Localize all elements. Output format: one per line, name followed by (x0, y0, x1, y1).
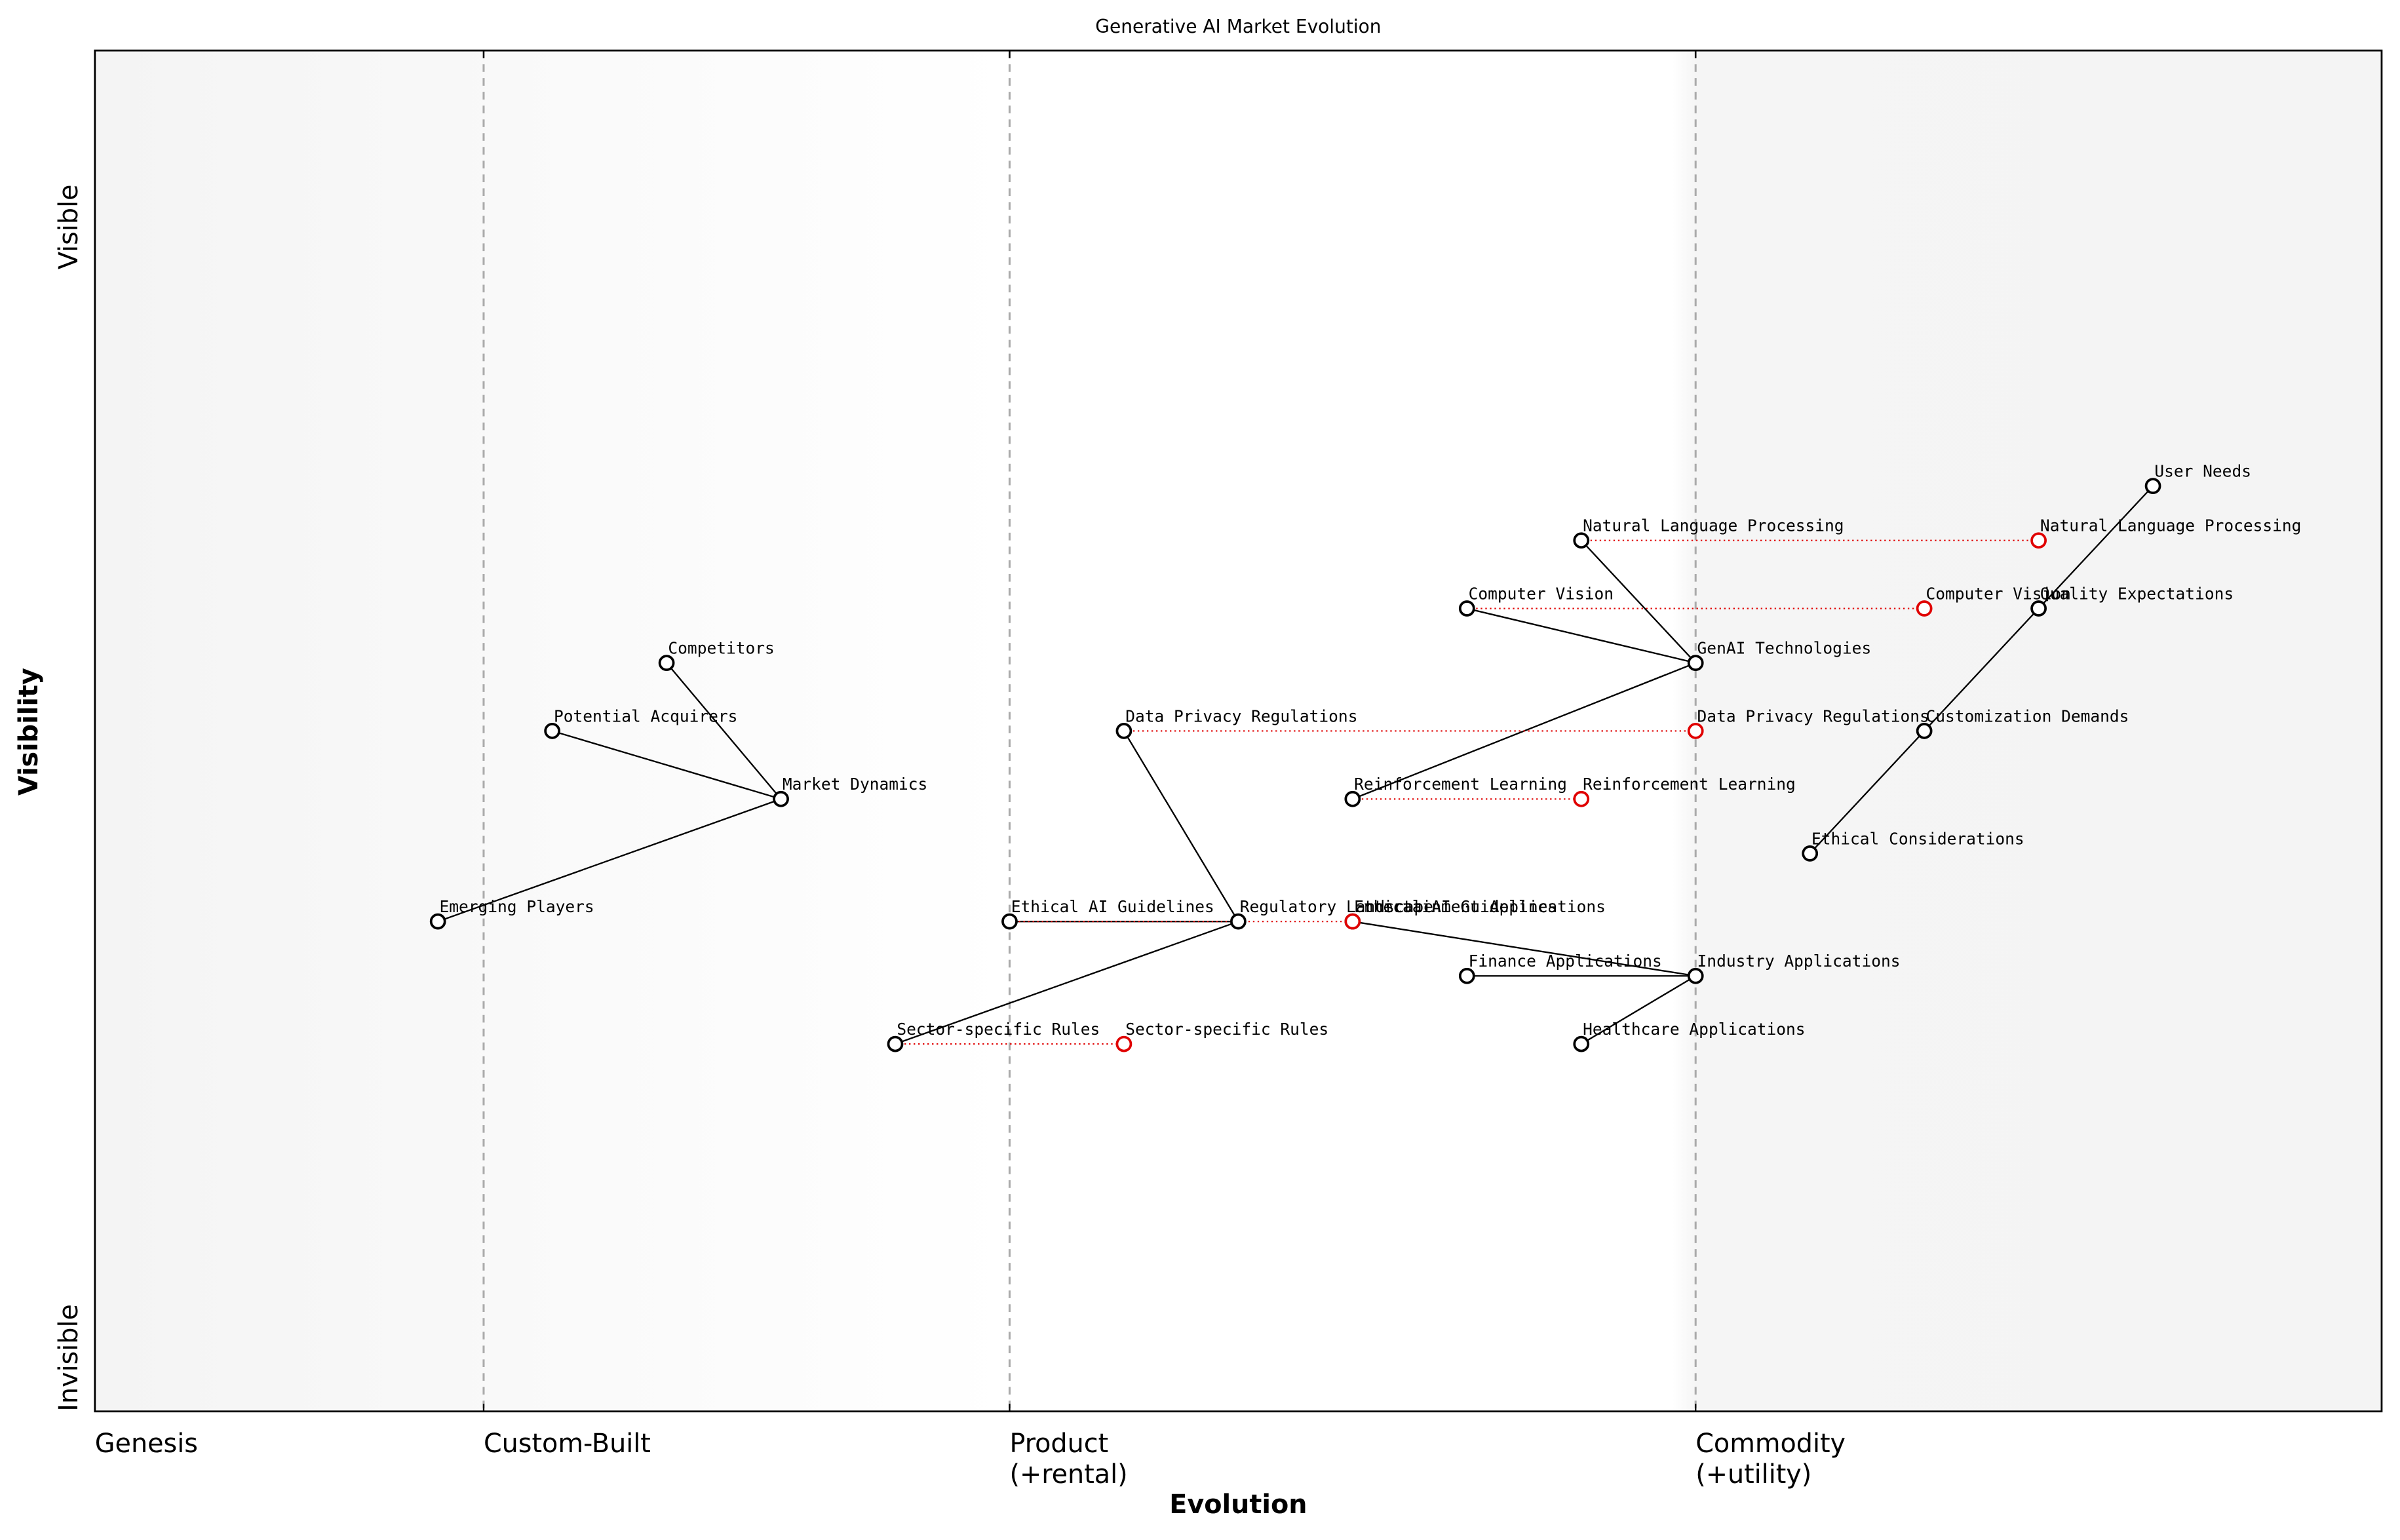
node-label: Ethical AI Guidelines (1011, 897, 1214, 916)
node (1458, 967, 1475, 984)
node (1573, 532, 1590, 549)
node (2144, 478, 2161, 495)
evolved-node (1916, 600, 1933, 617)
evolved-node-label: Sector-specific Rules (1125, 1020, 1328, 1039)
node (1687, 655, 1704, 671)
link (1924, 607, 2040, 732)
link (1580, 539, 1697, 664)
evolved-node-label: Ethical AI Guidelines (1354, 897, 1557, 916)
x-tick-label-line: Custom-Built (484, 1429, 651, 1459)
link (1123, 730, 1239, 922)
node-label: Reinforcement Learning (1354, 775, 1567, 794)
evolved-node (2030, 532, 2047, 549)
node-label: Emerging Players (440, 897, 594, 916)
node-label: Customization Demands (1926, 706, 2129, 725)
node (1573, 1035, 1590, 1052)
node-label: Quality Expectations (2040, 585, 2234, 604)
plot-frame (94, 49, 2383, 1413)
link (2038, 485, 2154, 609)
link (552, 730, 781, 800)
node-label: Market Dynamics (783, 775, 927, 794)
evolved-node-label: Reinforcement Learning (1583, 775, 1796, 794)
evolved-node-label: Natural Language Processing (2040, 516, 2301, 535)
node-label: User Needs (2154, 462, 2251, 481)
evolved-node (1687, 723, 1704, 739)
link (666, 662, 782, 800)
node (1916, 723, 1933, 739)
link (1352, 921, 1696, 977)
node-label: Entertainment Applications (1354, 897, 1606, 916)
node (1687, 967, 1704, 984)
node (1458, 600, 1475, 617)
node (1001, 913, 1018, 930)
x-axis-label: Evolution (1169, 1490, 1307, 1520)
node (773, 790, 789, 807)
node-label: Data Privacy Regulations (1125, 706, 1357, 725)
node-label: Finance Applications (1469, 952, 1662, 971)
x-tick-label: Product (+rental) (1009, 1429, 1127, 1490)
plot-layer: Genesis Custom-Built Product (+rental) Commo… (94, 50, 2301, 1490)
node-label: Natural Language Processing (1583, 516, 1844, 535)
x-tick-label-line: (+rental) (1009, 1459, 1127, 1489)
link (1581, 975, 1696, 1045)
x-tick-label: Custom-Built (484, 1429, 651, 1459)
evolved-node-label: Computer Vision (1926, 585, 2070, 604)
y-top-label: Visible (54, 184, 84, 269)
node-label: Potential Acquirers (554, 706, 737, 725)
node (429, 913, 446, 930)
link (437, 798, 781, 923)
chart-title: Generative AI Market Evolution (1095, 16, 1381, 37)
link (1467, 607, 1696, 664)
evolved-node-label: Data Privacy Regulations (1697, 706, 1929, 725)
x-tick-label-line: (+utility) (1695, 1459, 1811, 1489)
node (1230, 913, 1247, 930)
plot-background (94, 50, 2382, 1412)
node (1802, 845, 1819, 862)
node-label: Ethical Considerations (1811, 829, 2024, 848)
node-label: GenAI Technologies (1697, 639, 1872, 658)
x-tick-label: Genesis (95, 1429, 198, 1459)
x-tick-label-line: Genesis (95, 1429, 198, 1459)
node-label: Sector-specific Rules (897, 1020, 1100, 1039)
x-tick-label-line: Product (1009, 1429, 1108, 1459)
node-label: Computer Vision (1469, 585, 1614, 604)
x-tick-label: Commodity (+utility) (1695, 1429, 1846, 1490)
node (658, 655, 675, 671)
node (2030, 600, 2047, 617)
x-tick-label-line: Commodity (1695, 1429, 1846, 1459)
node-label: Healthcare Applications (1583, 1020, 1805, 1039)
link (895, 921, 1239, 1045)
y-axis-label: Visibility (14, 668, 44, 796)
y-bottom-label: Invisible (54, 1304, 84, 1412)
node-label: Industry Applications (1697, 952, 1901, 971)
node (1115, 723, 1132, 739)
node (1344, 790, 1361, 807)
node-label: Regulatory Landscape (1240, 897, 1433, 916)
node (887, 1035, 904, 1052)
evolved-node (1344, 913, 1361, 930)
link (1809, 730, 1925, 855)
evolved-node (1115, 1035, 1132, 1052)
evolved-node (1573, 790, 1590, 807)
node-label: Competitors (668, 639, 774, 658)
node (544, 723, 561, 739)
